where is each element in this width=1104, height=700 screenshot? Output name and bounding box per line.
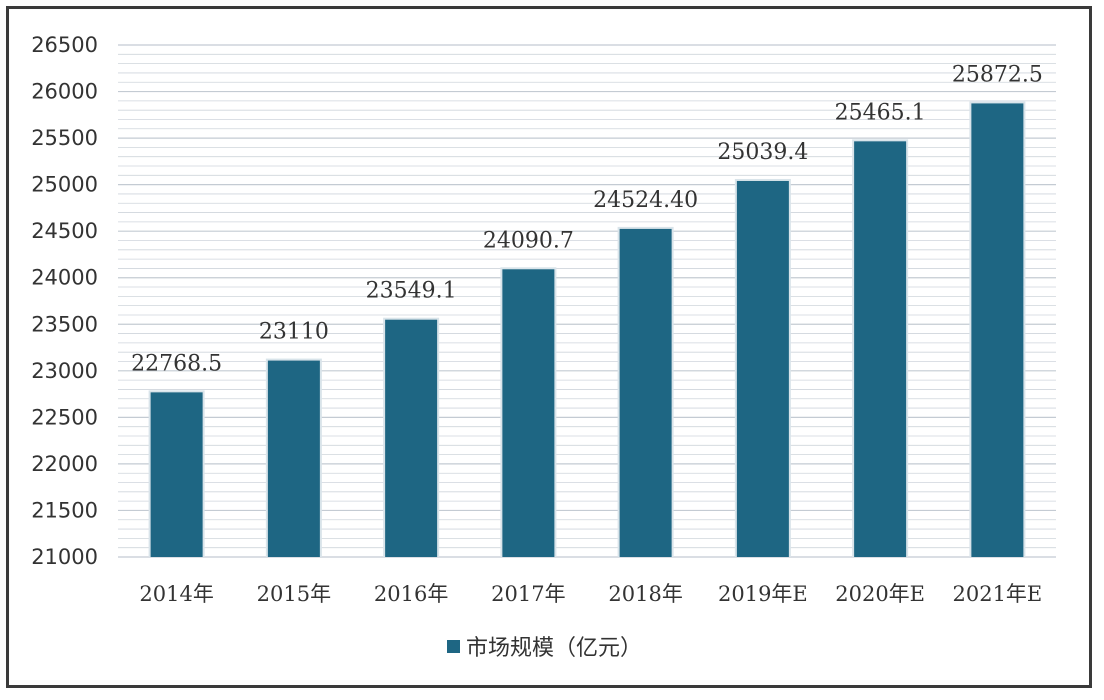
legend: 市场规模（亿元） xyxy=(447,636,642,661)
bar xyxy=(150,392,203,557)
x-tick-label: 2018年 xyxy=(608,582,682,606)
bar xyxy=(736,180,789,558)
y-tick-label: 25000 xyxy=(31,173,98,197)
legend-label: 市场规模（亿元） xyxy=(466,636,642,661)
x-tick-label: 2015年 xyxy=(257,582,331,606)
data-label: 25465.1 xyxy=(835,100,926,125)
data-label: 22768.5 xyxy=(131,351,222,376)
x-tick-label: 2020年E xyxy=(835,582,925,606)
y-tick-label: 22500 xyxy=(31,405,98,429)
bar xyxy=(385,319,438,557)
x-axis-labels: 2014年 2015年 2016年 2017年 2018年 2019年E 2020年E 202… xyxy=(139,582,1042,606)
y-tick-label: 26000 xyxy=(31,80,98,104)
y-tick-label: 25500 xyxy=(31,126,98,150)
x-tick-label: 2016年 xyxy=(374,582,448,606)
x-tick-label: 2021年E xyxy=(952,582,1042,606)
y-tick-label: 21500 xyxy=(31,498,98,522)
y-axis-ticks: 21000 21500 22000 22500 23000 23500 24000 24500… xyxy=(31,33,98,569)
legend-swatch xyxy=(447,640,460,653)
bar xyxy=(502,269,555,557)
y-tick-label: 24000 xyxy=(31,266,98,290)
data-label: 23110 xyxy=(259,320,329,345)
x-tick-label: 2014年 xyxy=(139,582,213,606)
data-labels: 22768.5 23110 23549.1 24090.7 24524.40 25039.… xyxy=(131,62,1043,376)
data-label: 25039.4 xyxy=(717,140,808,165)
data-label: 23549.1 xyxy=(366,279,457,304)
y-tick-label: 24500 xyxy=(31,219,98,243)
data-label: 25872.5 xyxy=(952,62,1043,87)
bar xyxy=(854,141,907,557)
y-tick-label: 23000 xyxy=(31,359,98,383)
bar xyxy=(971,103,1024,557)
bar xyxy=(619,228,672,557)
bar xyxy=(267,360,320,557)
y-tick-label: 22000 xyxy=(31,452,98,476)
y-tick-label: 21000 xyxy=(31,545,98,569)
x-tick-label: 2017年 xyxy=(491,582,565,606)
data-label: 24524.40 xyxy=(593,188,698,213)
y-tick-label: 26500 xyxy=(31,33,98,57)
data-label: 24090.7 xyxy=(483,228,574,253)
x-tick-label: 2019年E xyxy=(718,582,808,606)
bars xyxy=(148,101,1026,558)
y-tick-label: 23500 xyxy=(31,312,98,336)
